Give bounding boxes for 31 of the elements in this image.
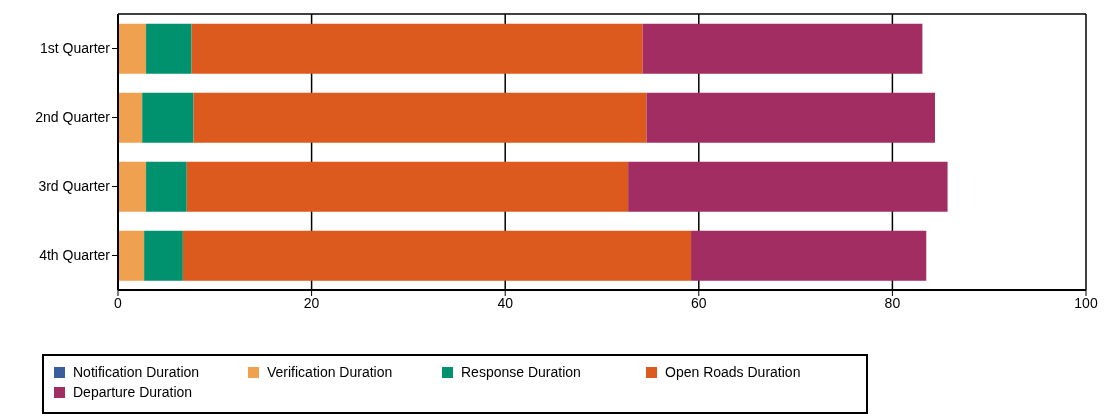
y-tick-label: 1st Quarter bbox=[39, 40, 111, 57]
bar bbox=[118, 161, 147, 212]
bar bbox=[146, 23, 192, 74]
x-tick-label: 60 bbox=[691, 294, 707, 311]
legend-label: Verification Duration bbox=[267, 364, 393, 380]
bar bbox=[193, 92, 647, 143]
bar bbox=[642, 23, 923, 74]
bar bbox=[146, 161, 187, 212]
bar bbox=[646, 92, 935, 143]
legend-label: Response Duration bbox=[461, 364, 581, 380]
legend-label: Notification Duration bbox=[73, 364, 200, 380]
x-tick-label: 100 bbox=[1074, 294, 1098, 311]
bar bbox=[691, 230, 927, 281]
bar bbox=[186, 161, 629, 212]
bar bbox=[142, 92, 194, 143]
x-tick-label: 0 bbox=[114, 294, 123, 311]
legend-label: Departure Duration bbox=[73, 384, 193, 400]
y-tick-label: 3rd Quarter bbox=[38, 178, 111, 195]
x-tick-label: 20 bbox=[303, 294, 320, 311]
x-tick-label: 80 bbox=[884, 294, 901, 311]
bar bbox=[182, 230, 692, 281]
bar bbox=[191, 23, 643, 74]
y-tick-label: 4th Quarter bbox=[39, 247, 111, 264]
legend-label: Open Roads Duration bbox=[665, 364, 801, 380]
bar bbox=[118, 230, 145, 281]
x-tick-label: 40 bbox=[497, 294, 514, 311]
bar bbox=[628, 161, 948, 212]
y-tick-label: 2nd Quarter bbox=[35, 109, 111, 126]
bar bbox=[144, 230, 183, 281]
bar bbox=[118, 92, 143, 143]
bar bbox=[118, 23, 147, 74]
